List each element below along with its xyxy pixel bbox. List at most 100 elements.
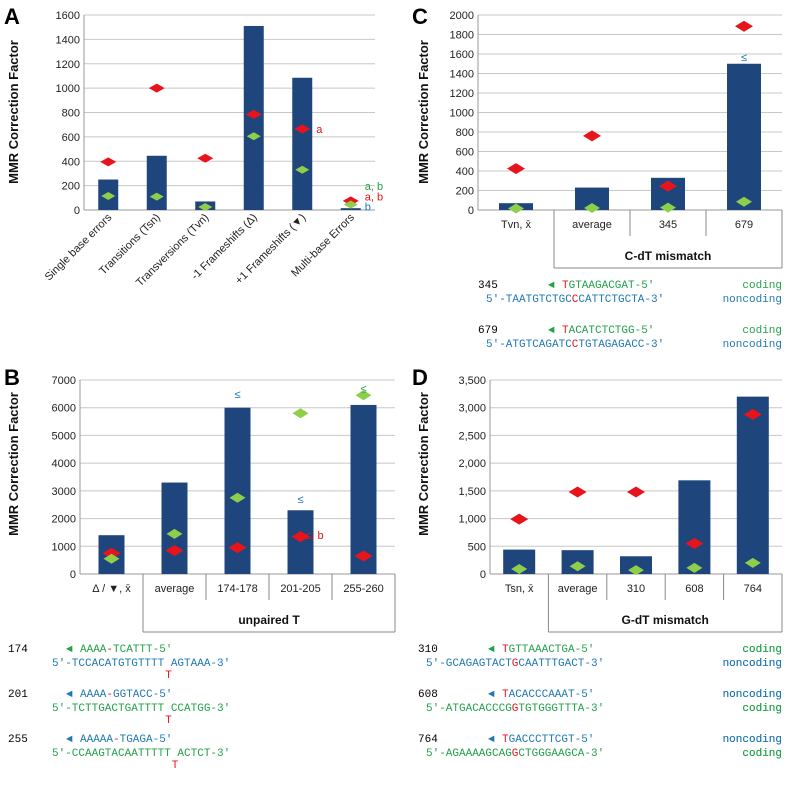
red-diamond-marker [507,163,525,175]
top-strand-segment: TCATTT-5' [113,644,172,656]
strand-direction-arrow-icon: ◄ [488,644,495,656]
red-diamond-marker [685,538,704,550]
strand-direction-arrow-icon: ◄ [488,689,495,701]
green-diamond-marker [511,564,528,575]
bottom-strand-segment: 5'-AGAAAAGCAG [426,748,512,760]
annotation-label: ≤ [741,52,747,64]
bar [736,396,769,574]
strand-direction-arrow-icon: ◄ [66,734,73,746]
top-strand-segment: GTAAGACGAT-5' [569,280,655,292]
green-diamond-marker [508,203,524,214]
strand-direction-arrow-icon: ◄ [548,280,555,292]
top-strand-segment: AAAA [80,644,107,656]
bar [340,208,361,210]
strand-label: noncoding [723,339,782,351]
strand-label: coding [742,280,782,292]
panel-letter: D [412,365,428,390]
annotation-label: ≤ [297,494,303,506]
strand-direction-arrow-icon: ◄ [66,689,73,701]
sequence-position-label: 201 [8,689,28,701]
strand-label: coding [742,644,782,656]
red-diamond-marker [354,550,373,562]
y-tick-label: 1,500 [458,486,486,498]
bottom-strand-segment: G [512,748,519,760]
green-diamond-marker [292,408,309,419]
green-diamond-marker [660,202,676,213]
red-diamond-marker [165,544,184,556]
y-tick-label: 2,000 [458,458,486,470]
y-tick-label: 2000 [52,514,76,526]
annotation-label: ≤ [360,383,366,395]
y-axis-title: MMR Correction Factor [6,392,21,536]
y-tick-label: 1,000 [458,514,486,526]
y-tick-label: 1600 [56,10,80,22]
green-diamond-marker [295,165,310,174]
red-diamond-marker [245,109,262,119]
strand-label: noncoding [723,294,782,306]
green-diamond-marker [101,191,116,200]
group-title: G-dT mismatch [622,613,709,627]
annotation-label: ≤ [234,389,240,401]
green-diamond-marker [744,557,761,568]
unpaired-base-insert: T [172,760,179,772]
top-strand-segment: GACCCTTCGT-5' [509,734,595,746]
bottom-strand-segment: 5'-TCCACATGTGTTTT AGTAAA-3' [52,658,230,670]
annotation-label: a [316,124,323,136]
y-tick-label: 2000 [450,10,474,22]
red-diamond-marker [743,408,762,420]
top-strand-segment: ACATCTCTGG-5' [569,325,655,337]
green-diamond-marker [628,565,644,576]
strand-label: coding [742,325,782,337]
annotation-label: ≤, b [305,530,323,542]
bottom-strand-segment: TGTAGAGACC-3' [578,339,664,351]
strand-label: noncoding [723,658,782,670]
unpaired-base-insert: T [165,670,172,682]
strand-label: coding [742,703,782,715]
sequence-position-label: 310 [418,644,438,656]
group-title: C-dT mismatch [625,249,712,263]
top-strand-segment: T [562,325,569,337]
sequence-position-label: 679 [478,325,498,337]
x-tick-label: 310 [627,583,645,595]
red-diamond-marker [197,153,214,163]
bottom-strand-segment: G [512,658,519,670]
annotation-label: a, b [365,192,383,204]
panel-d: D MMR Correction Factor 0 500 1,000 1,500 2,00… [412,365,783,633]
bottom-strand-segment: C [572,339,579,351]
y-tick-label: 600 [62,132,80,144]
green-diamond-marker [584,203,600,214]
x-tick-label: 608 [685,583,703,595]
top-strand-segment: T [562,280,569,292]
bottom-strand-segment: TGTGGGTTTA-3' [518,703,604,715]
bottom-strand-segment: G [512,703,519,715]
green-diamond-marker [736,196,752,207]
x-tick-label: average [155,583,195,595]
strand-label: coding [742,748,782,760]
bottom-strand-segment: CTGGGAAGCA-3' [518,748,604,760]
red-diamond-marker [148,83,165,93]
panel-a: A MMR Correction Factor 0 200 400 600 800 1000 1… [4,4,383,289]
y-tick-label: 2,500 [458,430,486,442]
y-tick-label: 1400 [56,34,80,46]
panel-c: C MMR Correction Factor 0 200 400 600 800 1000 1… [412,4,783,269]
y-axis-title: MMR Correction Factor [6,40,21,184]
strand-label: noncoding [723,658,782,670]
bar [146,155,167,210]
top-strand-segment: AAAA [80,689,107,701]
bar [678,480,711,574]
y-tick-label: 3,500 [458,375,486,387]
bottom-strand-segment: 5'-ATGTCAGATC [486,339,572,351]
green-diamond-marker [149,192,164,201]
top-strand-segment: T [502,689,509,701]
bar [287,510,314,574]
green-diamond-marker [343,200,358,209]
bottom-strand-segment: CAATTTGACT-3' [518,658,604,670]
y-tick-label: 5000 [52,430,76,442]
strand-label: noncoding [723,689,782,701]
x-tick-label: 174-178 [217,583,257,595]
y-axis-title: MMR Correction Factor [416,40,431,184]
bottom-strand-segment: 5'-TCTTGACTGATTTT CCATGG-3' [52,703,230,715]
y-tick-label: 0 [468,205,474,217]
